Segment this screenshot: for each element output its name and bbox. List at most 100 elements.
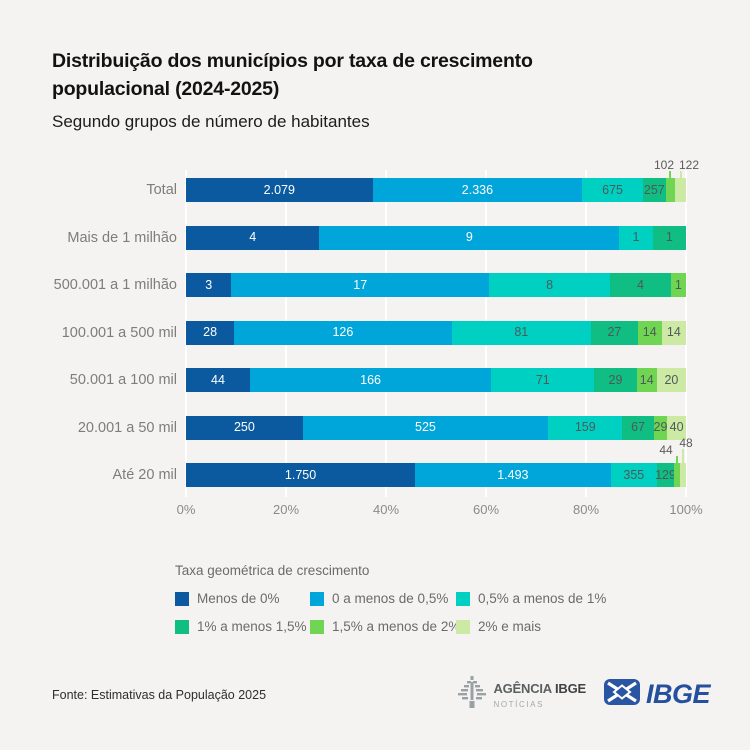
legend-swatch (456, 619, 470, 634)
category-label: Mais de 1 milhão (67, 229, 177, 246)
legend-swatch (175, 619, 189, 634)
segment-value-label: 2.336 (461, 182, 494, 197)
ibge-mark-icon (603, 679, 640, 710)
segment-value-label: 40 (669, 420, 684, 435)
bar-segment: 1 (619, 225, 653, 250)
bar-segment: 1.493 (415, 463, 611, 487)
segment-value-label: 28 (203, 325, 218, 340)
segment-value-label: 20 (664, 372, 679, 387)
segment-value-label: 1.750 (284, 467, 317, 482)
bar-segment: 8 (489, 273, 611, 297)
bar-segment: 71 (491, 368, 595, 392)
segment-value-label: 1 (632, 230, 640, 245)
axis-tick-label: 80% (572, 502, 600, 517)
stacked-bar: 4 9 1 1 (186, 225, 686, 250)
segment-value-label: 4 (637, 277, 644, 292)
bar-segment: 166 (249, 368, 492, 392)
ibge-logo: IBGE (603, 679, 711, 710)
bar-row: 100.001 a 500 mil 28 126 81 27 14 14 (52, 320, 686, 345)
bar-segment: 525 (302, 415, 549, 440)
segment-value-label: 27 (607, 325, 622, 340)
axis-tick-label: 0% (176, 502, 196, 517)
callout-value-label: 44 (659, 443, 673, 457)
segment-value-label: 14 (639, 372, 654, 387)
segment-value-label: 17 (353, 277, 368, 292)
legend-title: Taxa geométrica de crescimento (175, 563, 370, 578)
category-label: Até 20 mil (112, 467, 177, 483)
axis-tick-label: 60% (472, 502, 500, 517)
legend-item-label: 1,5% a menos de 2% (332, 619, 461, 634)
bar-segment: 159 (548, 415, 623, 440)
stacked-bar: 1.750 1.493 355 129 44 48 (186, 437, 693, 487)
bar-segment: 4 (186, 225, 320, 250)
bar-segment: 67 (622, 415, 654, 440)
bar-segment: 17 (231, 273, 490, 297)
legend-item: 2% e mais (456, 619, 715, 634)
bar-segment: 14 (636, 368, 657, 392)
category-label: 500.001 a 1 milhão (53, 277, 177, 293)
page-subtitle: Segundo grupos de número de habitantes (52, 112, 370, 131)
bar-segment (675, 178, 686, 202)
callout-value-label: 102 (653, 158, 675, 172)
segment-value-label: 129 (655, 467, 676, 482)
callout-value-label: 48 (679, 436, 693, 450)
legend-item-label: 0,5% a menos de 1% (478, 591, 607, 606)
stacked-bar-chart: Total 2.079 2.336 675 257 102 122 Mais de 1 mil… (52, 158, 703, 519)
bar-segment: 4 (610, 273, 671, 297)
segment-value-label: 126 (332, 325, 354, 340)
segment-value-label: 250 (233, 420, 255, 435)
segment-value-label: 44 (211, 372, 225, 387)
bar-segment: 250 (186, 415, 303, 440)
segment-value-label: 71 (535, 372, 550, 387)
bar-segment: 81 (451, 320, 592, 345)
axis-tick-label: 100% (669, 502, 703, 517)
bar-segment: 2.079 (186, 178, 373, 202)
bar-segment: 9 (319, 225, 620, 250)
segment-value-label: 257 (643, 182, 665, 197)
legend-swatch (456, 591, 470, 606)
bar-segment: 2.336 (372, 178, 583, 202)
legend-item: 0 a menos de 0,5% (310, 591, 456, 606)
callout-tick (669, 171, 672, 178)
segment-value-label: 14 (666, 325, 681, 340)
bar-segment: 1.750 (186, 463, 416, 487)
segment-value-label: 29 (608, 372, 623, 387)
callout-value-label: 122 (678, 158, 700, 172)
stacked-bar: 28 126 81 27 14 14 (186, 320, 686, 345)
bar-segment: 44 (186, 368, 250, 392)
bar-segment: 14 (637, 320, 662, 345)
agencia-word: AGÊNCIA (493, 680, 552, 696)
legend-item: 1,5% a menos de 2% (310, 619, 460, 634)
bar-row: 20.001 a 50 mil 250 525 159 67 29 40 (52, 415, 686, 440)
segment-value-label: 81 (514, 325, 529, 340)
segment-value-label: 9 (465, 230, 473, 245)
segment-value-label: 355 (623, 467, 645, 482)
segment-value-label: 159 (574, 420, 596, 435)
segment-value-label: 3 (205, 277, 213, 292)
agencia-ibge-word: IBGE (555, 680, 586, 696)
page-title: Distribuição dos municípios por taxa de … (52, 50, 533, 100)
bar-segment: 20 (656, 368, 686, 392)
logos: AGÊNCIA IBGE NOTÍCIAS IBGE (457, 676, 711, 713)
category-label: 50.001 a 100 mil (69, 372, 177, 388)
segment-value-label: 29 (653, 420, 668, 435)
segment-value-label: 1.493 (497, 467, 529, 482)
bar-segment: 1 (652, 225, 686, 250)
gridline (685, 170, 687, 497)
legend-items: Menos de 0% 0 a menos de 0,5% 0,5% a menos… (175, 591, 715, 634)
category-label: 20.001 a 50 mil (77, 419, 177, 436)
bar-row: 500.001 a 1 milhão 3 17 8 4 1 (52, 273, 686, 297)
bar-segment (679, 463, 686, 487)
bar-segment: 27 (591, 320, 638, 345)
bar-segment: 14 (661, 320, 686, 345)
bar-row: Até 20 mil 1.750 1.493 355 129 44 48 (52, 437, 693, 487)
segment-value-label: 4 (249, 230, 257, 245)
legend-swatch (175, 591, 189, 606)
bar-segment: 28 (186, 320, 235, 345)
bar-row: 50.001 a 100 mil 44 166 71 29 14 20 (52, 368, 686, 392)
bar-segment: 126 (234, 320, 452, 345)
chart-legend: Taxa geométrica de crescimento Menos de … (175, 563, 715, 634)
legend-item-label: 0 a menos de 0,5% (332, 591, 449, 606)
segment-value-label: 166 (360, 372, 382, 387)
